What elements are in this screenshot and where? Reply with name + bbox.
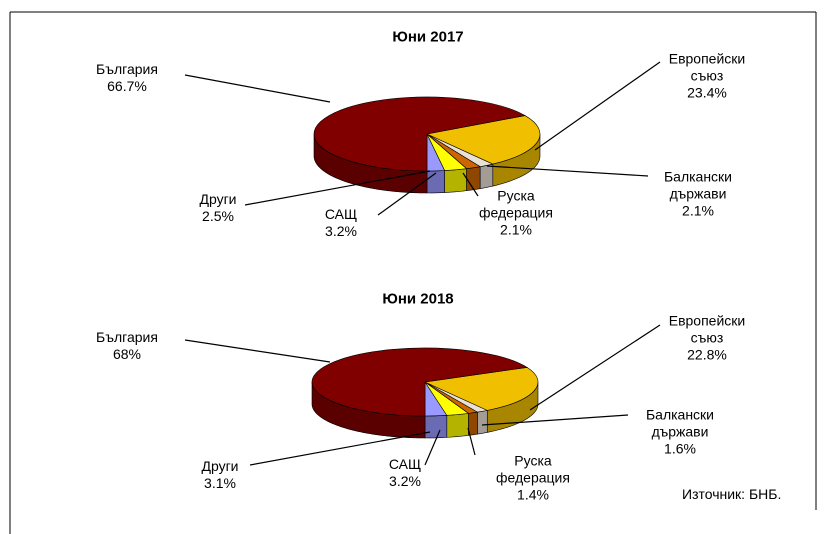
slice-side: [446, 413, 469, 438]
chart-title: Юни 2018: [382, 290, 454, 308]
category-label: Руска федерация: [496, 452, 570, 486]
source: Източник: БНБ.: [682, 486, 782, 502]
category-label: България: [96, 329, 158, 345]
value-label: 1.6%: [664, 440, 696, 457]
value-label: 3.2%: [325, 223, 357, 239]
data-label: Балкански държави 1.6%: [628, 407, 732, 458]
value-label: 2.1%: [682, 202, 714, 219]
slice: [311, 347, 528, 417]
category-label: Европейски съюз: [668, 312, 746, 346]
leader-line: [249, 431, 431, 466]
category-label: Балкански държави: [645, 406, 715, 440]
category-label: САЩ: [324, 206, 358, 222]
value-label: 1.4%: [517, 486, 549, 503]
leader-line: [377, 172, 437, 216]
value-label: 23.4%: [687, 84, 727, 101]
data-label: Балкански държави 2.1%: [646, 169, 750, 220]
leader-line: [184, 74, 331, 103]
value-label: 3.2%: [389, 473, 421, 489]
data-label: САЩ 3.2%: [289, 206, 393, 240]
category-label: Европейски съюз: [668, 50, 746, 84]
data-label: Други 2.5%: [166, 191, 270, 225]
slice-side: [468, 411, 478, 436]
slice: [313, 96, 526, 172]
slice-side: [477, 410, 488, 435]
leader-line: [486, 165, 649, 177]
data-label: България 66.7%: [75, 61, 179, 95]
slice-side: [426, 170, 445, 194]
data-label: Европейски съюз 22.8%: [655, 313, 759, 364]
category-label: Други: [199, 191, 237, 207]
leader-line: [529, 324, 661, 411]
data-label: Европейски съюз 23.4%: [655, 51, 759, 102]
category-label: Други: [201, 458, 239, 474]
leader-line: [534, 61, 661, 151]
value-label: 2.1%: [500, 221, 532, 238]
chart-title: Юни 2017: [392, 28, 464, 46]
slice-side: [479, 163, 494, 189]
leader-line: [467, 427, 476, 456]
data-label: Други 3.1%: [168, 458, 272, 492]
category-label: Балкански държави: [663, 168, 733, 202]
leader-line: [481, 414, 629, 426]
leader-line: [244, 170, 431, 206]
data-label: САЩ 3.2%: [353, 456, 457, 490]
value-label: 2.5%: [202, 208, 234, 224]
leader-line: [462, 172, 479, 197]
leader-line: [424, 429, 441, 466]
category-label: САЩ: [388, 456, 422, 472]
data-label: Руска федерация 2.1%: [464, 188, 568, 239]
value-label: 66.7%: [107, 78, 147, 94]
slice-side: [424, 415, 448, 439]
value-label: 22.8%: [687, 346, 727, 363]
slice: [426, 115, 541, 165]
category-label: Руска федерация: [479, 187, 553, 221]
data-label: България 68%: [75, 329, 179, 363]
leader-line: [184, 339, 331, 363]
category-label: България: [96, 61, 158, 77]
value-label: 3.1%: [204, 475, 236, 491]
value-label: 68%: [112, 346, 142, 362]
data-label: Руска федерация 1.4%: [481, 453, 585, 504]
